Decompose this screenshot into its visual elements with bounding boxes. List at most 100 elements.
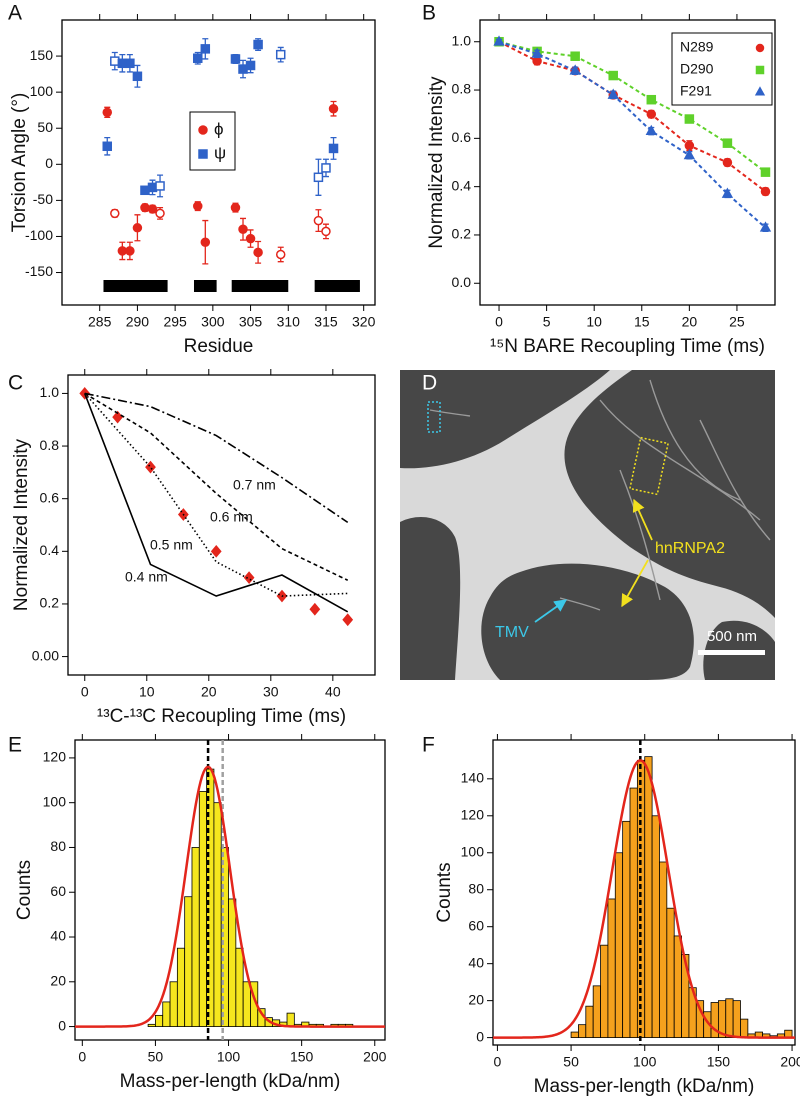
legend-label: F291 bbox=[680, 83, 712, 99]
legend-label: ψ bbox=[214, 143, 226, 162]
y-tick-label: 80 bbox=[468, 880, 484, 896]
y-tick-label: -150 bbox=[25, 263, 53, 279]
hist-bar bbox=[213, 802, 222, 1027]
y-tick-label: 0.8 bbox=[452, 81, 472, 97]
marker bbox=[722, 138, 733, 148]
marker bbox=[193, 201, 203, 211]
arrow bbox=[621, 559, 649, 608]
hist-bar bbox=[622, 820, 631, 1039]
line-label: 0.5 nm bbox=[150, 537, 193, 553]
hist-bar bbox=[607, 898, 616, 1039]
marker bbox=[532, 56, 542, 66]
sim-line bbox=[84, 392, 349, 524]
plot-frame bbox=[74, 739, 386, 1041]
hist-bar bbox=[644, 756, 653, 1039]
y-tick-label: 20 bbox=[50, 972, 66, 988]
panel-letter: F bbox=[422, 734, 435, 757]
y-tick-label: 140 bbox=[461, 770, 485, 786]
x-axis-label: Residue bbox=[184, 336, 254, 357]
x-tick-label: 315 bbox=[314, 314, 338, 330]
marker bbox=[125, 246, 135, 256]
grid-hole bbox=[400, 370, 610, 469]
annotation: TMV bbox=[495, 624, 529, 641]
fibril bbox=[599, 399, 761, 521]
x-tick-label: 25 bbox=[729, 314, 745, 330]
marker bbox=[755, 65, 765, 75]
x-tick-label: 0 bbox=[78, 1049, 86, 1065]
x-tick-label: 15 bbox=[634, 314, 650, 330]
y-tick-label: 120 bbox=[43, 749, 67, 765]
marker bbox=[193, 53, 203, 63]
marker bbox=[230, 202, 241, 213]
marker bbox=[328, 143, 339, 154]
marker bbox=[645, 124, 657, 136]
x-tick-label: 0 bbox=[81, 684, 89, 700]
marker bbox=[760, 186, 771, 197]
x-tick-label: 50 bbox=[563, 1054, 579, 1070]
x-tick-label: 305 bbox=[239, 314, 263, 330]
y-tick-label: 0 bbox=[45, 155, 53, 171]
marker bbox=[198, 149, 208, 159]
fibril bbox=[699, 419, 771, 541]
marker bbox=[200, 237, 211, 247]
marker bbox=[112, 410, 123, 424]
marker bbox=[245, 233, 256, 244]
marker bbox=[722, 157, 733, 168]
hist-bar bbox=[155, 1014, 164, 1027]
marker bbox=[755, 43, 765, 53]
y-tick-label: 0 bbox=[58, 1017, 66, 1033]
legend-label: ϕ bbox=[214, 119, 224, 138]
marker bbox=[210, 544, 222, 558]
fit-line bbox=[498, 40, 767, 193]
marker bbox=[309, 602, 321, 616]
hist-bar bbox=[740, 1018, 749, 1039]
panel-letter: B bbox=[422, 2, 436, 25]
x-tick-label: 50 bbox=[148, 1049, 164, 1065]
x-axis-label: ¹³C-¹³C Recoupling Time (ms) bbox=[97, 706, 346, 727]
plot-frame bbox=[479, 19, 776, 306]
x-tick-label: 0 bbox=[494, 1054, 502, 1070]
arrow bbox=[632, 498, 653, 541]
hist-bar bbox=[629, 787, 638, 1039]
marker bbox=[140, 202, 150, 213]
x-axis-label: ¹⁵N BARE Recoupling Time (ms) bbox=[490, 336, 765, 357]
hist-bar bbox=[176, 947, 186, 1027]
marker bbox=[102, 107, 113, 118]
marker bbox=[646, 94, 657, 105]
hist-bar bbox=[592, 985, 601, 1039]
legend-label: N289 bbox=[680, 39, 714, 55]
marker bbox=[646, 109, 657, 119]
x-tick-label: 100 bbox=[217, 1049, 241, 1065]
fibril bbox=[619, 469, 661, 601]
marker bbox=[342, 613, 354, 627]
y-tick-label: 0.00 bbox=[32, 647, 59, 663]
marker bbox=[132, 71, 143, 82]
x-tick-label: 320 bbox=[352, 314, 376, 330]
x-axis-label: Mass-per-length (kDa/nm) bbox=[120, 1071, 341, 1092]
y-tick-label: 0.8 bbox=[40, 437, 60, 453]
x-tick-label: 5 bbox=[543, 314, 551, 330]
fibril-box bbox=[629, 436, 669, 496]
marker bbox=[275, 249, 286, 260]
marker bbox=[531, 47, 543, 58]
legend-label: D290 bbox=[680, 61, 714, 77]
annotation: hnRNPA2 bbox=[655, 540, 725, 557]
marker bbox=[570, 51, 580, 61]
marker bbox=[721, 187, 734, 198]
marker bbox=[102, 141, 113, 152]
panel-letter: A bbox=[8, 2, 22, 25]
y-tick-label: 80 bbox=[50, 838, 66, 854]
fit-line bbox=[498, 40, 767, 229]
y-tick-label: 1.0 bbox=[40, 384, 60, 400]
scale-label: 500 nm bbox=[707, 628, 757, 645]
plot-frame bbox=[61, 19, 376, 306]
hist-bar bbox=[600, 944, 609, 1039]
line-label: 0.4 nm bbox=[125, 569, 168, 585]
grid-hole bbox=[481, 563, 694, 680]
y-axis-label: Normalized Intensity bbox=[11, 438, 32, 611]
y-axis-label: Counts bbox=[434, 862, 455, 922]
x-axis-label: Mass-per-length (kDa/nm) bbox=[534, 1076, 755, 1097]
line-label: 0.6 nm bbox=[210, 509, 253, 525]
hist-bar bbox=[666, 907, 675, 1039]
x-tick-label: 10 bbox=[586, 314, 602, 330]
